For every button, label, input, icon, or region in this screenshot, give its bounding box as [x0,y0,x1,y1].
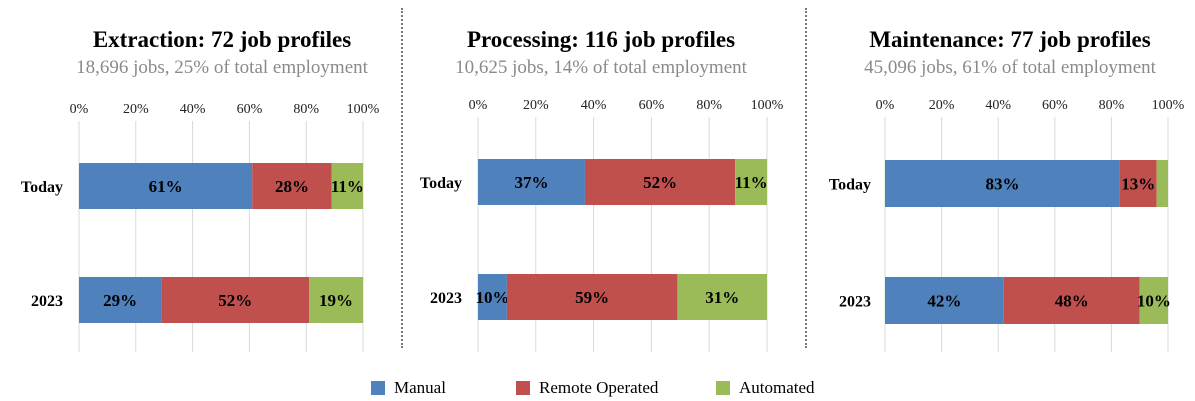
tick-label: 100% [1152,98,1185,113]
tick-label: 60% [1042,98,1068,113]
panel-processing: Processing: 116 job profiles 10,625 jobs… [421,0,781,401]
panel-title: Maintenance: 77 job profiles [869,27,1151,52]
data-label: 11% [331,177,364,196]
tick-label: 100% [347,102,380,117]
legend-label: Automated [739,378,815,397]
bar-segment [885,160,1120,207]
category-label: 2023 [839,294,871,311]
data-label: 59% [575,288,609,307]
panel-maintenance: Maintenance: 77 job profiles 45,096 jobs… [830,0,1190,401]
legend-item-automated: Automated [716,378,815,398]
tick-label: 20% [523,98,549,113]
bar-segment [1003,277,1140,324]
panel-title: Extraction: 72 job profiles [92,27,352,52]
tick-label: 40% [180,102,206,117]
data-label: 48% [1055,292,1089,311]
panel-title: Processing: 116 job profiles [466,27,736,52]
tick-label: 80% [1099,98,1125,113]
bar-segment [677,274,767,320]
legend-swatch-remote-operated [516,381,530,395]
panel-subtitle: 45,096 jobs, 61% of total employment [864,57,1156,78]
tick-label: 40% [985,98,1011,113]
data-label: 52% [643,173,677,192]
panel-divider [805,8,807,348]
bar-segment [79,163,253,209]
tick-label: 60% [237,102,263,117]
data-label: 42% [927,292,961,311]
bar-segment [735,159,767,205]
data-label: 11% [735,173,768,192]
tick-label: 100% [751,98,784,113]
data-label: 29% [103,291,137,310]
tick-label: 0% [876,98,895,113]
panel-subtitle: 10,625 jobs, 14% of total employment [455,57,747,78]
legend-item-remote-operated: Remote Operated [516,378,658,398]
data-label: 61% [149,177,183,196]
legend-label: Manual [394,378,446,397]
bar-segment [584,159,736,205]
category-label: Today [420,175,462,192]
bar-segment [478,159,585,205]
bar-segment [309,277,363,323]
data-label: 31% [705,288,739,307]
bar-segment [1119,160,1157,207]
bar-segment [478,274,507,320]
legend-swatch-manual [371,381,385,395]
bar-segment [252,163,332,209]
bar-segment [506,274,678,320]
tick-label: 40% [581,98,607,113]
tick-label: 0% [469,98,488,113]
data-label: 19% [319,291,353,310]
data-label: 10% [1137,292,1171,311]
bar-segment [331,163,363,209]
panel-subtitle: 18,696 jobs, 25% of total employment [76,57,368,78]
data-label: 83% [985,175,1019,194]
tick-label: 20% [929,98,955,113]
category-label: Today [21,179,63,196]
data-label: 37% [514,173,548,192]
data-label: 10% [475,288,509,307]
legend-item-manual: Manual [371,378,446,398]
data-label: 52% [218,291,252,310]
bar-segment [79,277,162,323]
panel-divider [401,8,403,348]
bar-segment [885,277,1004,324]
tick-label: 60% [639,98,665,113]
category-label: 2023 [31,293,63,310]
legend: Manual Remote Operated Automated [0,378,1195,400]
category-label: Today [829,177,871,194]
bar-segment [1156,160,1168,207]
legend-swatch-automated [716,381,730,395]
data-label: 28% [275,177,309,196]
tick-label: 80% [293,102,319,117]
bar-segment [161,277,310,323]
bar-segment [1139,277,1168,324]
tick-label: 0% [70,102,89,117]
panel-extraction: Extraction: 72 job profiles 18,696 jobs,… [42,0,402,401]
legend-label: Remote Operated [539,378,659,397]
tick-label: 80% [696,98,722,113]
data-label: 13% [1121,175,1155,194]
category-label: 2023 [430,290,462,307]
tick-label: 20% [123,102,149,117]
